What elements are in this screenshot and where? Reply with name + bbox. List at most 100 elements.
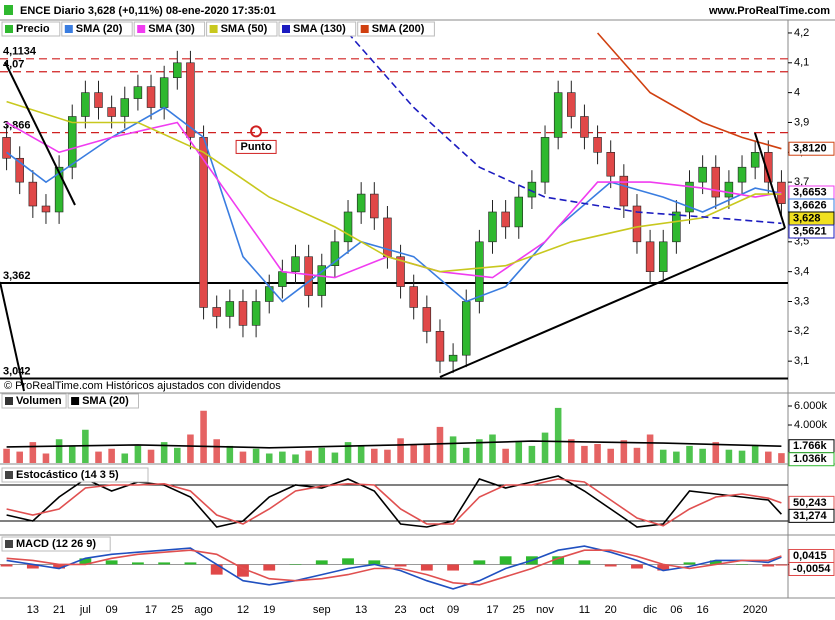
legend-label: SMA (30) [148,23,195,35]
trend-line [439,227,786,378]
header-icon [4,5,13,15]
x-tick-label: 09 [447,604,459,616]
legend-item-box [1,21,61,37]
candle-body [580,116,589,138]
volume-bar [607,448,614,463]
volume-bar [147,449,155,463]
volume-bar [528,445,536,463]
y-tick-label: 3,4 [794,266,809,278]
legend-label: SMA (20) [82,395,129,407]
legend-swatch [137,25,146,33]
candle-body [698,166,707,183]
volume-bar [410,444,417,463]
legend-swatch [360,25,369,33]
value-label: 3,6653 [793,186,827,198]
candle-body [304,256,313,296]
volume-bar [554,407,562,463]
x-tick-label: 16 [697,604,709,616]
trend-line [4,61,76,206]
y-tick-label: 4,2 [794,27,809,39]
histogram-bar [762,564,775,567]
legend-swatch [5,397,13,405]
volume-bar [187,434,194,463]
volume-bar [541,432,549,463]
histogram-bar [447,564,460,571]
x-tick-label: 11 [579,604,590,616]
histogram-bar [775,564,788,566]
x-tick-label: 09 [106,604,118,616]
candle-body [435,331,445,362]
histogram-bar [342,558,354,565]
y-tick-label: 3,2 [794,325,809,337]
candle-body [291,256,300,272]
value-label: 3,628 [793,212,821,224]
volume-bar [68,445,76,463]
histogram-bar [184,562,197,565]
y-tick-label: 3,5 [794,236,809,248]
legend-swatch [64,25,73,33]
level-label: 4,1134 [3,46,37,58]
candle-body [619,175,629,207]
histogram-bar [552,556,565,565]
volume-bar [436,426,444,463]
volume-bar [568,439,575,463]
y-tick-label: 4.000k [794,419,828,431]
x-tick-label: 19 [263,604,275,616]
candle-body [764,152,773,183]
histogram-bar [683,562,696,565]
histogram-bar [26,564,39,569]
volume-bar [279,451,286,463]
candle-body [711,166,721,198]
legend-label: SMA (50) [221,23,268,35]
chart-header: ENCE Diario 3,628 (+0,11%) 08-ene-2020 1… [20,5,276,17]
volume-bar [738,450,746,463]
y-tick-label: 3,3 [794,295,809,307]
volume-bar [594,444,601,463]
candle-body [15,157,24,183]
y-tick-label: 3,9 [794,116,809,128]
histogram-bar [131,562,144,565]
candle-body [461,301,471,356]
histogram-bar [105,560,118,565]
candle-body [278,271,287,287]
macd-line [6,549,782,586]
x-tick-label: 23 [394,604,406,616]
value-label: 3,5621 [793,225,827,237]
volume-bar [305,450,312,463]
candle-body [737,166,747,183]
sma-line [596,32,782,150]
volume-bar [371,448,378,463]
histogram-bar [368,560,381,565]
volume-bar [673,451,680,463]
candle-body [527,181,537,198]
x-tick-label: 06 [670,604,682,616]
histogram-bar [604,564,617,567]
x-tick-label: 12 [237,604,249,616]
volume-bar [449,436,457,463]
value-label-box [788,508,835,523]
annotation-text: Punto [241,141,272,153]
volume-bar [659,449,667,463]
histogram-bar [709,560,722,565]
legend-swatch [5,471,13,479]
candle-body [593,137,602,153]
volume-bar [121,453,129,463]
x-tick-label: 2020 [743,604,767,616]
volume-bar [633,447,641,463]
candle-body [225,301,235,317]
candle-body [107,107,116,117]
candle-body [422,307,432,332]
value-label: 3,6626 [793,199,827,211]
value-label: 1.766k [793,440,828,452]
volume-bar [95,451,102,463]
legend-item-box [278,21,357,37]
volume-bar [42,453,50,463]
volume-bar [239,451,247,463]
histogram-bar [53,564,66,569]
x-tick-label: ago [194,604,212,616]
candle-body [28,181,38,207]
y-tick-label: 4 [794,87,800,99]
volume-bar [344,442,352,463]
x-tick-label: jul [79,604,91,616]
annotation-box [235,139,277,154]
